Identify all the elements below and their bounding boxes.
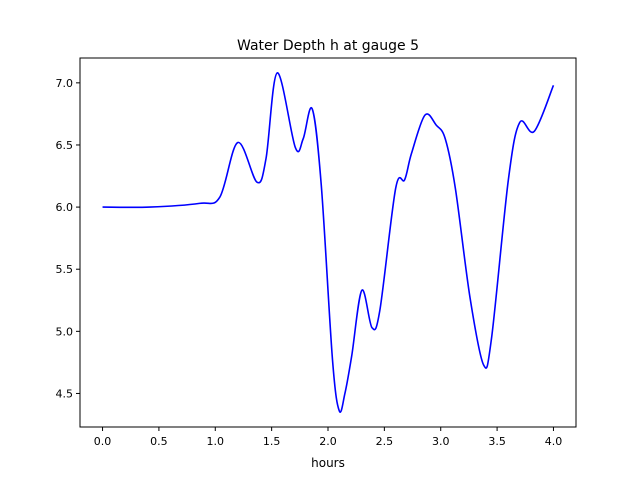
x-tick-label: 1.5 (263, 435, 281, 448)
y-tick-label: 5.0 (56, 325, 74, 338)
x-tick-label: 2.0 (319, 435, 337, 448)
y-tick-label: 6.5 (56, 139, 74, 152)
x-tick-label: 1.0 (207, 435, 225, 448)
x-tick-label: 0.0 (94, 435, 112, 448)
x-tick-label: 3.0 (432, 435, 450, 448)
y-tick-label: 5.5 (56, 263, 74, 276)
x-tick-label: 0.5 (150, 435, 168, 448)
chart-title: Water Depth h at gauge 5 (237, 38, 419, 54)
y-tick-label: 7.0 (56, 77, 74, 90)
series-line-h (102, 72, 555, 413)
x-tick-label: 2.5 (376, 435, 394, 448)
axes-frame (79, 57, 577, 428)
x-axis-label: hours (311, 456, 345, 470)
y-tick-label: 4.5 (56, 387, 74, 400)
y-tick-label: 6.0 (56, 201, 74, 214)
x-tick-label: 3.5 (488, 435, 506, 448)
x-tick-label: 4.0 (545, 435, 563, 448)
